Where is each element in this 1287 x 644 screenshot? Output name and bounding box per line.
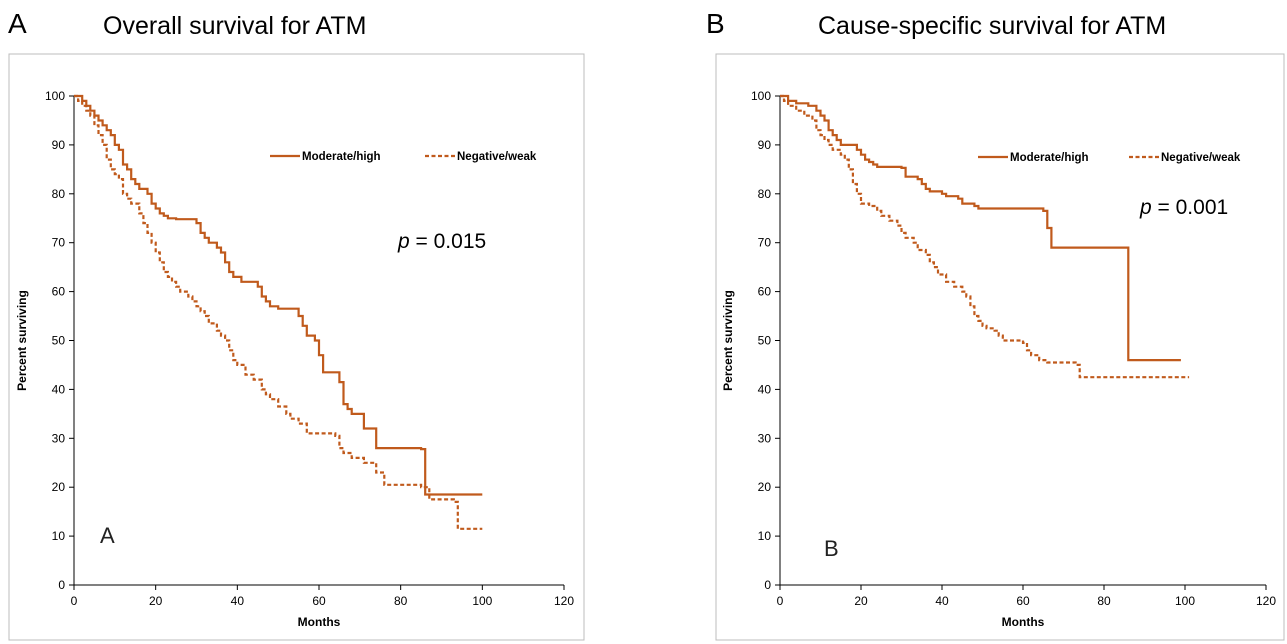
series-line-moderate-high: [74, 94, 483, 496]
y-tick-label: 80: [52, 187, 66, 201]
x-tick-label: 40: [231, 594, 245, 608]
y-tick-label: 40: [52, 382, 66, 396]
x-tick-label: 60: [1016, 594, 1030, 608]
p-symbol: p: [1139, 196, 1152, 219]
x-tick-label: 80: [394, 594, 408, 608]
series-line-negative-weak: [74, 94, 483, 530]
p-value: = 0.001: [1152, 196, 1228, 219]
y-tick-label: 30: [52, 431, 66, 445]
panel-a-letter: A: [8, 8, 27, 39]
y-tick-label: 30: [758, 431, 772, 445]
series-line-moderate-high: [780, 94, 1181, 362]
x-tick-label: 100: [1175, 594, 1195, 608]
plot-frame: [8, 53, 585, 641]
y-tick-label: 90: [758, 138, 772, 152]
x-tick-label: 0: [777, 594, 784, 608]
y-tick-label: 50: [52, 334, 66, 348]
legend-label: Moderate/high: [302, 151, 381, 163]
y-tick-label: 50: [758, 334, 772, 348]
series-line-negative-weak: [780, 94, 1190, 379]
x-tick-label: 40: [935, 594, 949, 608]
y-tick-label: 70: [758, 236, 772, 250]
x-tick-label: 100: [472, 594, 492, 608]
x-tick-label: 20: [149, 594, 163, 608]
y-tick-label: 10: [758, 529, 772, 543]
y-tick-label: 20: [758, 480, 772, 494]
chart-overall-survival: 0 10 20 30 40 50 60 70 80 90 100 0 20 40 60 80 100 120 Mon…: [8, 53, 585, 641]
panel-a-title: Overall survival for ATM: [103, 12, 367, 40]
y-tick-label: 40: [758, 382, 772, 396]
x-tick-label: 120: [1256, 594, 1276, 608]
x-axis-label: Months: [298, 615, 341, 629]
y-tick-label: 100: [45, 89, 65, 103]
inner-panel-letter: A: [100, 523, 115, 548]
p-value-annotation: p = 0.001: [1139, 196, 1228, 219]
p-value: = 0.015: [410, 230, 486, 253]
legend-label: Moderate/high: [1010, 152, 1089, 164]
p-value-annotation: p = 0.015: [397, 230, 486, 253]
y-tick-label: 0: [58, 578, 65, 592]
x-tick-label: 60: [312, 594, 326, 608]
legend-label: Negative/weak: [1161, 152, 1241, 164]
panel-b-title: Cause-specific survival for ATM: [818, 12, 1167, 40]
plot-frame: [715, 53, 1285, 641]
y-tick-label: 10: [52, 529, 66, 543]
y-tick-label: 0: [764, 578, 771, 592]
p-symbol: p: [397, 230, 410, 253]
x-tick-label: 80: [1097, 594, 1111, 608]
y-tick-label: 60: [758, 285, 772, 299]
x-tick-label: 120: [554, 594, 574, 608]
y-tick-label: 90: [52, 138, 66, 152]
x-axis-label: Months: [1002, 615, 1045, 629]
x-tick-label: 20: [854, 594, 868, 608]
y-axis-label: Percent surviving: [721, 290, 735, 391]
x-tick-label: 0: [71, 594, 78, 608]
y-tick-label: 80: [758, 187, 772, 201]
chart-cause-specific-survival: 0 10 20 30 40 50 60 70 80 90 100 0 20 40 60 80 100 120 Mon…: [715, 53, 1285, 641]
y-axis-label: Percent surviving: [15, 290, 29, 391]
y-tick-label: 20: [52, 480, 66, 494]
y-tick-label: 60: [52, 285, 66, 299]
panel-b-letter: B: [706, 8, 725, 39]
legend-label: Negative/weak: [457, 151, 537, 163]
inner-panel-letter: B: [824, 536, 839, 561]
y-tick-label: 100: [751, 89, 771, 103]
y-tick-label: 70: [52, 236, 66, 250]
